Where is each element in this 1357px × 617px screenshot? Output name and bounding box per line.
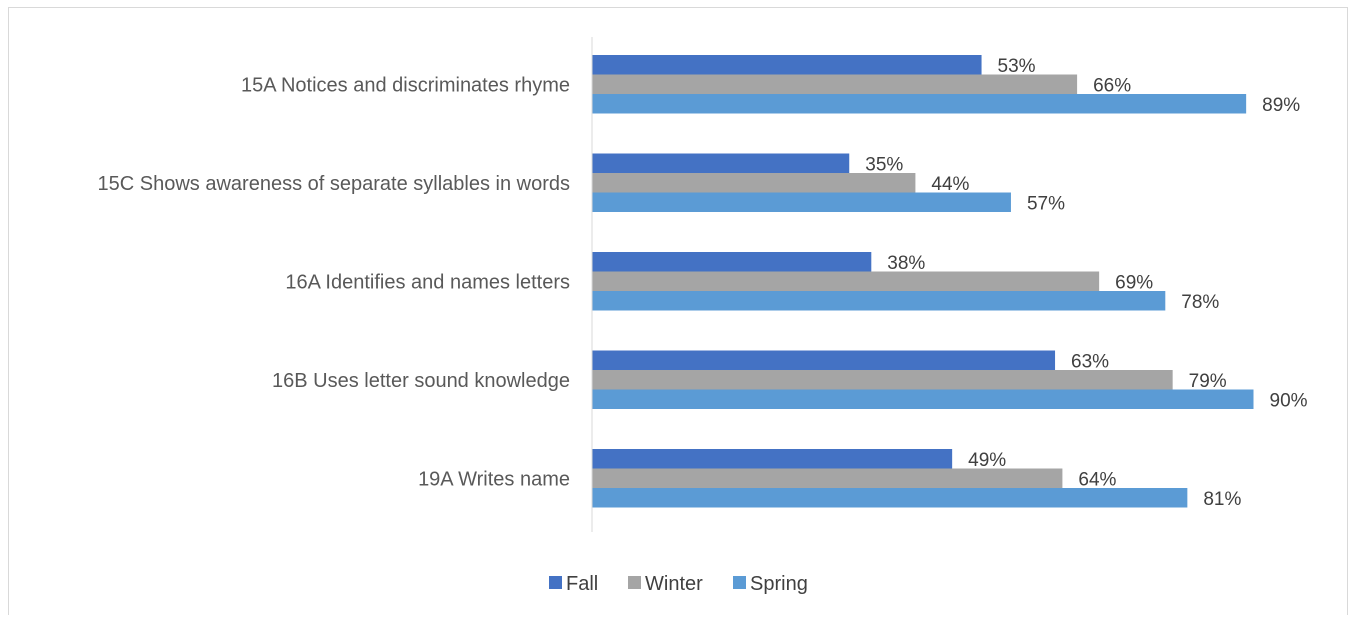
bars (592, 55, 1254, 508)
data-label: 90% (1270, 391, 1308, 412)
data-label: 64% (1078, 470, 1116, 491)
data-label: 81% (1203, 489, 1241, 510)
legend-swatch-winter (628, 576, 641, 589)
bar-fall (592, 449, 953, 469)
bar-winter (592, 74, 1078, 94)
data-label: 38% (887, 253, 925, 274)
category-label: 15A Notices and discriminates rhyme (241, 74, 570, 96)
bar-spring (592, 192, 1011, 212)
data-label: 57% (1027, 194, 1065, 215)
legend-label-spring: Spring (750, 573, 808, 595)
bar-spring (592, 488, 1188, 508)
data-label: 49% (968, 450, 1006, 471)
category-label: 15C Shows awareness of separate syllable… (98, 173, 570, 195)
data-label: 69% (1115, 273, 1153, 294)
data-label: 79% (1189, 371, 1227, 392)
data-label: 63% (1071, 352, 1109, 373)
bar-spring (592, 389, 1254, 409)
bar-winter (592, 468, 1063, 488)
legend-label-fall: Fall (566, 573, 598, 595)
category-label: 16B Uses letter sound knowledge (272, 370, 570, 392)
data-label: 44% (931, 174, 969, 195)
bar-fall (592, 350, 1056, 370)
legend: Fall Winter Spring (549, 573, 808, 595)
data-label: 66% (1093, 76, 1131, 97)
data-label: 89% (1262, 95, 1300, 116)
bar-winter (592, 370, 1173, 390)
value-labels: 53% 66% 89% 35% 44% 57% 38% 69% 78% 63% 79% 90% 49% 6… (865, 56, 1307, 510)
bar-winter (592, 173, 916, 193)
bar-spring (592, 291, 1166, 311)
data-label: 53% (998, 56, 1036, 77)
bar-fall (592, 153, 850, 173)
data-label: 78% (1181, 292, 1219, 313)
category-label: 19A Writes name (418, 468, 570, 490)
category-labels: 15A Notices and discriminates rhyme 15C S… (98, 74, 570, 490)
category-label: 16A Identifies and names letters (285, 271, 570, 293)
bar-fall (592, 252, 872, 272)
data-label: 35% (865, 155, 903, 176)
bar-fall (592, 55, 982, 75)
bar-winter (592, 271, 1100, 291)
bar-spring (592, 94, 1247, 114)
legend-swatch-fall (549, 576, 562, 589)
legend-swatch-spring (733, 576, 746, 589)
legend-label-winter: Winter (645, 573, 703, 595)
